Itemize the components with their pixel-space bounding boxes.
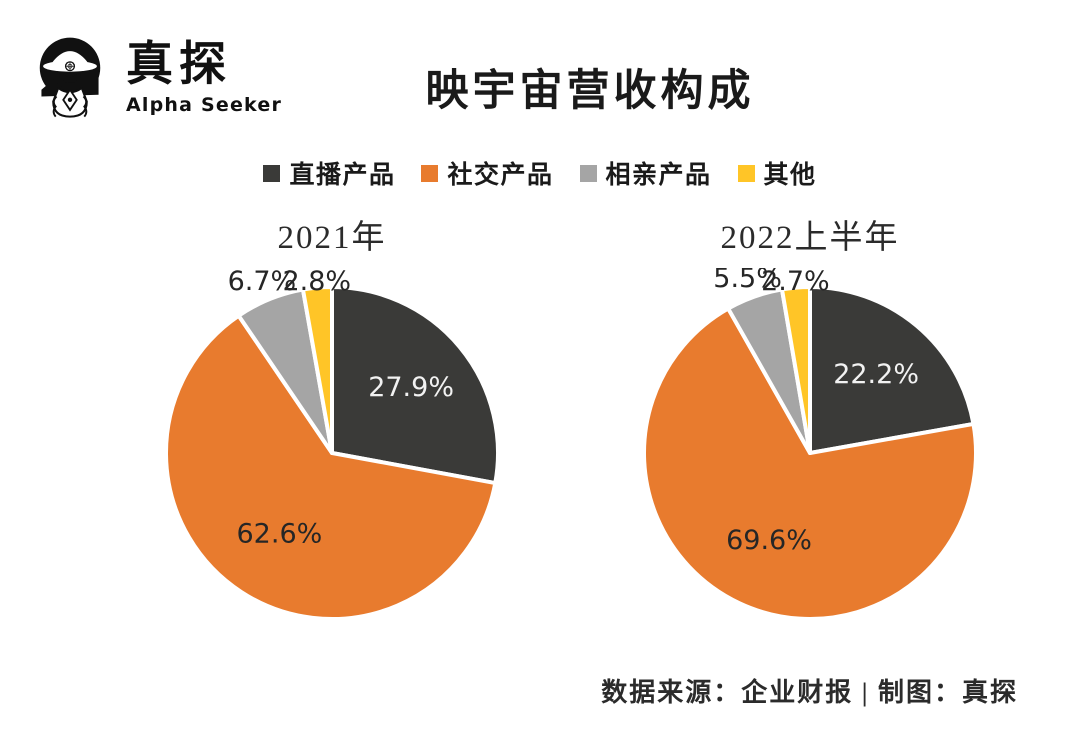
chart-legend: 直播产品 社交产品 相亲产品 其他	[0, 155, 1080, 191]
pie-label-group: 22.2% 69.6% 5.5%2.7%	[713, 268, 919, 556]
pie-chart-2021: 27.9% 62.6% 6.7%2.8%	[164, 268, 500, 621]
legend-item-social: 社交产品	[421, 155, 553, 191]
pie-slice-value-label: 22.2%	[833, 359, 919, 390]
pie-slice-group	[164, 285, 500, 621]
pie-slice-value-label: 62.6%	[237, 519, 323, 550]
pie-caption: 2021年	[277, 220, 387, 256]
legend-swatch-icon	[579, 164, 597, 182]
pie-slice	[642, 306, 978, 621]
pie-slice	[808, 285, 976, 455]
pie-slice	[779, 285, 812, 455]
legend-item-live-streaming: 直播产品	[263, 155, 395, 191]
pie-slice-value-label: 5.5%	[713, 268, 782, 294]
page-title: 映宇宙营收构成	[425, 68, 755, 115]
pie-slice	[164, 313, 498, 621]
pie-label-group: 27.9% 62.6% 6.7%2.8%	[228, 268, 454, 550]
legend-item-other: 其他	[737, 155, 817, 191]
pie-slice-group	[642, 285, 978, 621]
pie-slice	[300, 285, 334, 455]
detective-logo-icon	[39, 37, 101, 118]
legend-item-matchmaking: 相亲产品	[579, 155, 712, 191]
source-note: 数据来源：企业财报 | 制图：真探	[601, 678, 1018, 707]
pie-slice-value-label: 2.8%	[282, 268, 351, 297]
pie-slice-value-label: 2.7%	[761, 268, 830, 297]
pie-slice-value-label: 69.6%	[726, 525, 812, 556]
pie-caption: 2022上半年	[720, 220, 900, 256]
pie-chart-2022h1: 22.2% 69.6% 5.5%2.7%	[642, 268, 978, 621]
legend-label: 其他	[763, 162, 817, 189]
brand-logo: 真探 Alpha Seeker	[28, 28, 288, 128]
pie-panel-2022h1: 2022上半年 22.2% 69.6% 5.5% 2.7%	[600, 210, 1020, 640]
legend-swatch-icon	[421, 164, 439, 182]
legend-label: 直播产品	[289, 162, 396, 189]
pie-panel-2021: 2021年 27.9% 62.6% 6.7% 2.8%	[122, 210, 542, 640]
legend-swatch-icon	[263, 164, 281, 182]
pie-slice-value-label: 6.7%	[228, 268, 297, 297]
legend-label: 社交产品	[447, 162, 554, 189]
pie-slice	[330, 285, 500, 486]
legend-swatch-icon	[737, 164, 755, 182]
logo-english-text: Alpha Seeker	[126, 94, 283, 116]
pie-slice-value-label: 27.9%	[368, 372, 454, 403]
legend-label: 相亲产品	[605, 162, 712, 189]
logo-chinese-text: 真探	[126, 37, 232, 92]
